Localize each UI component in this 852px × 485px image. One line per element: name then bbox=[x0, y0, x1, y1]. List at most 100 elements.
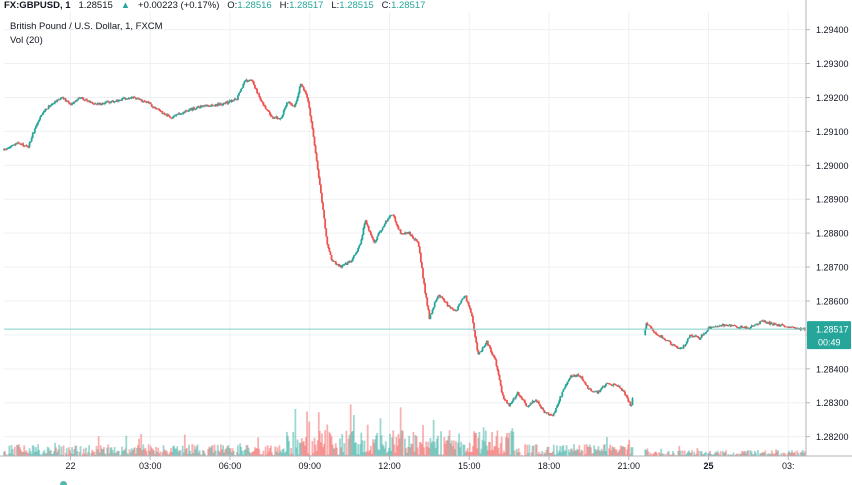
candle-body bbox=[397, 226, 400, 230]
volume-bar bbox=[326, 424, 329, 456]
volume-bar bbox=[801, 450, 804, 456]
candle-body bbox=[394, 217, 397, 222]
candle-body bbox=[206, 105, 209, 106]
candle-body bbox=[130, 97, 133, 99]
volume-bar bbox=[591, 454, 593, 456]
candle-body bbox=[543, 409, 546, 413]
time-axis[interactable]: 22 03:00 06:00 09:00 12:00 15:00 18:00 21:00 25 0… bbox=[0, 455, 852, 471]
volume-bar bbox=[410, 443, 413, 456]
candle-body bbox=[20, 144, 22, 145]
candle-body bbox=[562, 389, 565, 392]
candle-body bbox=[677, 347, 680, 349]
candle-body bbox=[372, 237, 374, 240]
candle-body bbox=[477, 350, 480, 355]
volume-bar bbox=[601, 450, 604, 456]
candle-body bbox=[36, 124, 38, 127]
scroll-indicator[interactable] bbox=[60, 481, 67, 485]
candle-body bbox=[609, 383, 612, 385]
volume-bar bbox=[539, 454, 541, 456]
volume-bar bbox=[584, 454, 587, 456]
candle-body bbox=[21, 143, 23, 145]
candle-body bbox=[19, 143, 21, 145]
candle-body bbox=[345, 263, 348, 265]
candle-body bbox=[579, 376, 582, 378]
volume-bar bbox=[101, 449, 104, 456]
candle-body bbox=[536, 401, 539, 403]
volume-bar bbox=[232, 450, 235, 456]
volume-bar bbox=[351, 430, 354, 456]
candle-body bbox=[532, 400, 535, 403]
volume-bar bbox=[498, 453, 501, 456]
volume-bar bbox=[36, 451, 38, 456]
candle-body bbox=[471, 312, 473, 317]
candle-body bbox=[147, 101, 150, 104]
volume-bar bbox=[304, 445, 306, 456]
candle-body bbox=[124, 97, 127, 100]
volume-bar bbox=[141, 450, 144, 456]
volume-bar bbox=[490, 450, 492, 456]
volume-bar bbox=[264, 446, 267, 456]
volume-bar bbox=[86, 454, 88, 456]
volume-bar bbox=[323, 443, 325, 456]
candle-body bbox=[475, 336, 478, 343]
volume-bar bbox=[475, 433, 478, 456]
volume-bar bbox=[760, 453, 763, 456]
candle-body bbox=[173, 115, 176, 117]
volume-bar bbox=[227, 445, 230, 456]
candle-body bbox=[50, 104, 53, 106]
volume-bar bbox=[707, 453, 709, 456]
candle-body bbox=[383, 224, 386, 227]
candle-body bbox=[78, 97, 81, 99]
symbol-name[interactable]: FX:GBPUSD, 1 bbox=[4, 0, 71, 11]
candle-body bbox=[730, 325, 733, 327]
candle-body bbox=[274, 117, 277, 119]
candle-body bbox=[781, 324, 784, 326]
candle-body bbox=[17, 142, 20, 144]
volume-bar bbox=[407, 446, 410, 456]
volume-bar bbox=[259, 454, 262, 456]
candle-body bbox=[427, 305, 430, 311]
candle-body bbox=[780, 324, 783, 326]
candle-body bbox=[233, 98, 236, 101]
volume-bar bbox=[338, 454, 340, 456]
volume-bar bbox=[16, 445, 19, 456]
volume-study-label[interactable]: Vol (20) bbox=[10, 35, 43, 46]
candle-body bbox=[788, 326, 791, 328]
candle-body bbox=[315, 153, 318, 161]
candle-body bbox=[156, 108, 159, 110]
candle-body bbox=[494, 357, 497, 360]
volume-bar bbox=[713, 453, 716, 456]
candle-body bbox=[745, 326, 748, 329]
volume-bar bbox=[587, 446, 590, 456]
candle-body bbox=[104, 102, 106, 104]
volume-bar bbox=[616, 452, 619, 456]
price-axis[interactable]: 1.29400 1.29300 1.29200 1.29100 1.29000 1.289… bbox=[805, 0, 849, 456]
candle-body bbox=[194, 109, 197, 111]
volume-bar bbox=[782, 452, 785, 456]
candle-body bbox=[533, 400, 536, 403]
candle-body bbox=[644, 328, 647, 335]
candle-body bbox=[371, 235, 373, 238]
volume-bar bbox=[170, 448, 172, 456]
candle-body bbox=[181, 113, 184, 115]
volume-bar bbox=[660, 448, 663, 456]
volume-bar bbox=[597, 446, 600, 456]
candle-body bbox=[359, 243, 362, 246]
candle-body bbox=[771, 323, 774, 325]
candle-body bbox=[767, 321, 770, 323]
volume-bar bbox=[545, 449, 548, 456]
volume-bar bbox=[266, 445, 269, 456]
series-description[interactable]: British Pound / U.S. Dollar, 1, FXCM bbox=[10, 21, 163, 32]
candle-body bbox=[463, 296, 466, 298]
candle-body bbox=[139, 99, 142, 100]
candle-body bbox=[589, 388, 591, 390]
volume-bar bbox=[126, 453, 129, 456]
candle-body bbox=[678, 347, 681, 349]
volume-bar bbox=[484, 430, 487, 456]
candle-body bbox=[534, 400, 537, 401]
candle-body bbox=[482, 346, 485, 348]
volume-bar bbox=[764, 450, 767, 456]
volume-bar bbox=[333, 448, 336, 456]
volume-bar bbox=[524, 444, 526, 456]
